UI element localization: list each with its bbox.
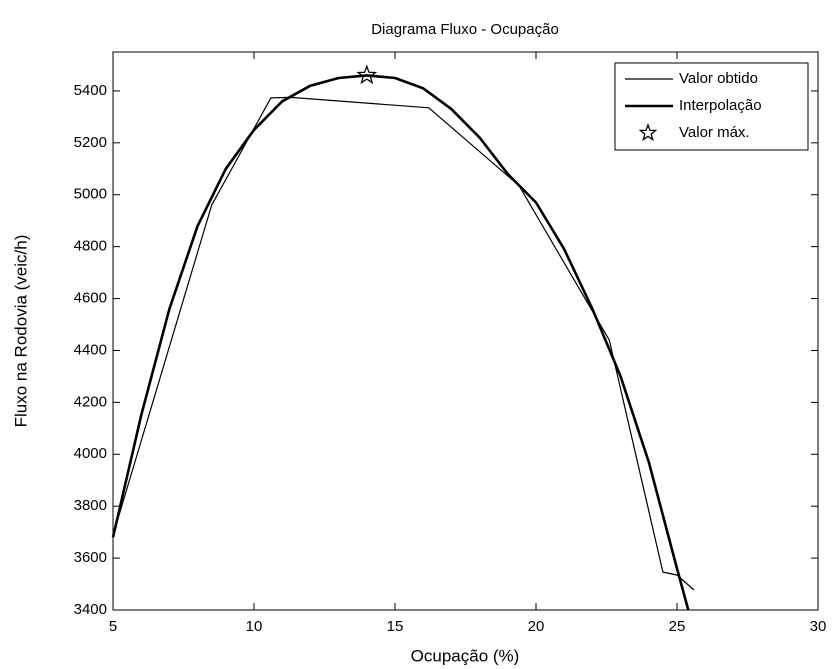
x-axis-label: Ocupação (%) <box>411 646 520 665</box>
chart-title: Diagrama Fluxo - Ocupação <box>371 21 559 38</box>
y-tick-label: 3400 <box>74 601 107 618</box>
x-tick-label: 10 <box>246 618 263 635</box>
y-tick-label: 3800 <box>74 497 107 514</box>
y-tick-label: 4400 <box>74 341 107 358</box>
y-tick-label: 5400 <box>74 82 107 99</box>
y-tick-label: 4600 <box>74 290 107 307</box>
y-axis-label: Fluxo na Rodovia (veic/h) <box>11 235 30 428</box>
y-tick-label: 5200 <box>74 134 107 151</box>
y-tick-label: 4200 <box>74 393 107 410</box>
x-tick-label: 30 <box>810 618 827 635</box>
y-tick-label: 4000 <box>74 445 107 462</box>
y-tick-label: 4800 <box>74 238 107 255</box>
x-tick-label: 5 <box>109 618 117 635</box>
y-tick-label: 3600 <box>74 549 107 566</box>
x-tick-label: 25 <box>669 618 686 635</box>
data-line <box>112 96 695 591</box>
legend-label: Interpolação <box>679 97 762 114</box>
x-tick-label: 15 <box>387 618 404 635</box>
x-tick-label: 20 <box>528 618 545 635</box>
legend-symbol <box>638 123 658 141</box>
interpolation-line <box>111 74 690 611</box>
max-point <box>356 64 378 85</box>
y-tick-label: 5000 <box>74 186 107 203</box>
legend-label: Valor máx. <box>679 124 750 141</box>
legend-label: Valor obtido <box>679 70 758 87</box>
